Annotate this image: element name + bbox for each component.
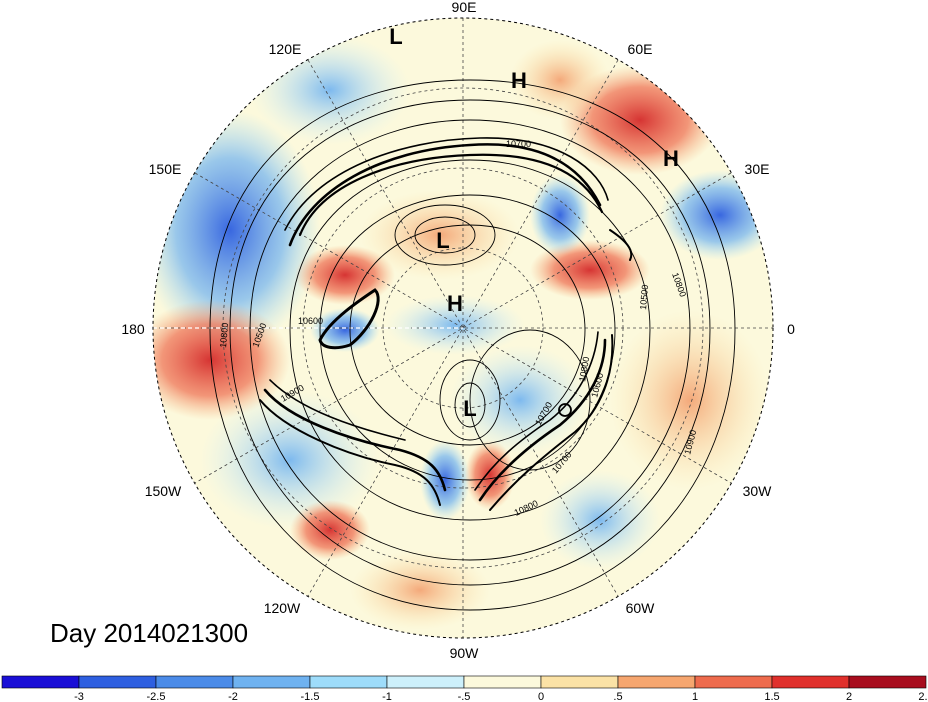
colorbar-tick-label: 2.5 bbox=[918, 691, 928, 702]
high-marker: H bbox=[511, 68, 527, 93]
lon-label: 120E bbox=[269, 41, 302, 57]
colorbar-swatch bbox=[848, 675, 927, 689]
colorbar-swatch bbox=[155, 675, 234, 689]
low-marker: L bbox=[436, 228, 449, 253]
colorbar-tick-label: 1.5 bbox=[764, 691, 779, 702]
lon-label: 0 bbox=[787, 321, 795, 337]
colorbar-tick-label: -1.5 bbox=[301, 691, 320, 702]
colorbar-tick-label: 2 bbox=[846, 691, 852, 702]
graticule bbox=[153, 18, 773, 638]
colorbar-swatch bbox=[232, 675, 311, 689]
longitude-labels: 90E 60E 30E 0 30W 60W 90W 120W 150W 180 … bbox=[121, 0, 795, 661]
lon-label: 150E bbox=[149, 161, 182, 177]
high-marker: H bbox=[663, 146, 679, 171]
colorbar-swatch bbox=[78, 675, 157, 689]
colorbar-swatch bbox=[1, 675, 80, 689]
contour-label: 10800 bbox=[577, 356, 591, 382]
low-marker: L bbox=[463, 396, 476, 421]
jet-stream bbox=[259, 137, 633, 511]
colorbar-tick-label: 1 bbox=[692, 691, 698, 702]
map-title: Day 2014021300 bbox=[50, 618, 249, 648]
colorbar-tick-label: -.5 bbox=[458, 691, 471, 702]
lon-label: 90W bbox=[450, 645, 480, 661]
contour-label: 10700 bbox=[506, 139, 531, 149]
colorbar-tick-label: 0 bbox=[538, 691, 544, 702]
lon-label: 150W bbox=[145, 483, 182, 499]
colorbar-swatch bbox=[309, 675, 388, 689]
height-contours bbox=[209, 79, 736, 611]
colorbar-tick-label: -2 bbox=[228, 691, 238, 702]
contour-label: 10600 bbox=[298, 316, 323, 326]
map-boundary bbox=[152, 17, 774, 639]
lon-label: 60W bbox=[626, 600, 656, 616]
colorbar-swatch bbox=[694, 675, 773, 689]
lon-label: 120W bbox=[264, 600, 301, 616]
colorbar-swatch bbox=[540, 675, 619, 689]
high-marker: H bbox=[447, 291, 463, 316]
colorbar-tick-label: -3 bbox=[74, 691, 84, 702]
pressure-centers: L H H L H L bbox=[389, 24, 679, 421]
colorbar-swatch bbox=[771, 675, 850, 689]
contour-label: 10800 bbox=[218, 322, 230, 348]
low-marker: L bbox=[389, 24, 402, 49]
colorbar-tick-label: -2.5 bbox=[147, 691, 166, 702]
colorbar-swatch bbox=[463, 675, 542, 689]
lon-label: 30W bbox=[743, 483, 773, 499]
colorbar-tick-label: -1 bbox=[382, 691, 392, 702]
lon-label: 30E bbox=[745, 161, 770, 177]
colorbar-tick-label: .5 bbox=[613, 691, 622, 702]
colorbar-swatch bbox=[617, 675, 696, 689]
lon-label: 180 bbox=[121, 321, 145, 337]
colorbar-swatch bbox=[386, 675, 465, 689]
contour-label: 10500 bbox=[638, 284, 650, 310]
colorbar: -3-2.5-2-1.5-1-.50.511.522.53 bbox=[1, 675, 928, 702]
lon-label: 60E bbox=[628, 41, 653, 57]
lon-label: 90E bbox=[452, 0, 477, 15]
